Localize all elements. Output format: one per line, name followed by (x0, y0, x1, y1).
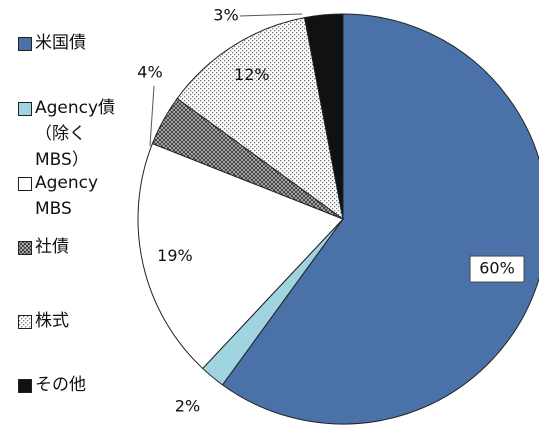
leader-line (239, 13, 303, 17)
data-label: 4% (137, 63, 162, 82)
pie-slice (221, 13, 539, 425)
data-label: 19% (157, 246, 193, 265)
legend-item: その他 (18, 372, 118, 398)
legend-swatch (18, 102, 32, 116)
legend-swatch (18, 315, 32, 329)
legend-swatch (18, 37, 32, 51)
legend-item: 株式 (18, 308, 118, 334)
legend-label: その他 (35, 375, 86, 395)
legend-label: Agency MBS (35, 173, 99, 219)
data-label: 2% (175, 396, 200, 415)
legend-label: 株式 (35, 311, 69, 331)
legend-swatch (18, 241, 32, 255)
data-label: 12% (234, 65, 270, 84)
pie-slice (137, 142, 344, 370)
leader-line (149, 85, 155, 147)
legend-item: 社債 (18, 234, 118, 260)
data-label: 3% (213, 6, 238, 25)
label-box (469, 255, 525, 283)
pie-slice (304, 13, 344, 220)
legend-label: 米国債 (35, 33, 86, 53)
legend-swatch (18, 177, 32, 191)
legend-item: Agency MBS (18, 170, 118, 222)
legend-label: 社債 (35, 237, 69, 257)
legend-label: Agency債（除くMBS） (35, 98, 116, 170)
pie-slice (176, 17, 344, 221)
legend-item: 米国債 (18, 30, 118, 56)
data-label: 60% (479, 259, 515, 278)
legend-swatch (18, 379, 32, 393)
legend-item: Agency債（除くMBS） (18, 95, 118, 173)
